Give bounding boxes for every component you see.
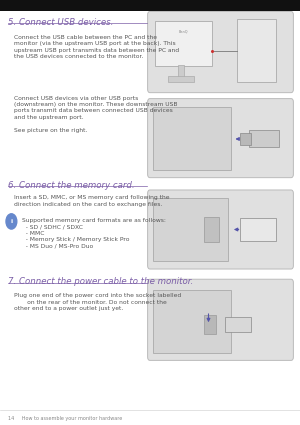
Circle shape [6,214,17,229]
Text: Supported memory card formats are as follows:
  - SD / SDHC / SDXC
  - MMC
  - M: Supported memory card formats are as fol… [22,218,166,249]
Bar [249,130,279,147]
Text: BenQ: BenQ [178,30,188,34]
FancyBboxPatch shape [148,11,293,93]
FancyBboxPatch shape [148,279,293,360]
Bar [153,290,231,353]
Text: Connect the USB cable between the PC and the
monitor (via the upstream USB port : Connect the USB cable between the PC and… [14,35,178,59]
Text: 6. Connect the memory card.: 6. Connect the memory card. [8,181,134,190]
Bar [168,76,194,82]
Text: 5. Connect USB devices.: 5. Connect USB devices. [8,18,113,27]
Bar [153,198,228,261]
FancyBboxPatch shape [148,190,293,269]
Bar [240,218,276,241]
FancyBboxPatch shape [148,99,293,178]
Bar [204,217,219,242]
Bar [154,21,212,66]
Bar [225,317,250,332]
Bar [153,107,231,170]
Text: Plug one end of the power cord into the socket labelled
       on the rear of th: Plug one end of the power cord into the … [14,293,181,311]
Bar [0,0,300,11]
Text: 7. Connect the power cable to the monitor.: 7. Connect the power cable to the monito… [8,277,193,286]
Bar [204,314,216,334]
Text: Connect USB devices via other USB ports
(downstream) on the monitor. These downs: Connect USB devices via other USB ports … [14,96,177,133]
Bar [178,65,184,79]
Bar [240,133,250,144]
Text: Insert a SD, MMC, or MS memory card following the
direction indicated on the car: Insert a SD, MMC, or MS memory card foll… [14,196,169,207]
Text: i: i [10,219,13,224]
Text: 14     How to assemble your monitor hardware: 14 How to assemble your monitor hardware [8,416,122,421]
Bar [237,19,276,82]
